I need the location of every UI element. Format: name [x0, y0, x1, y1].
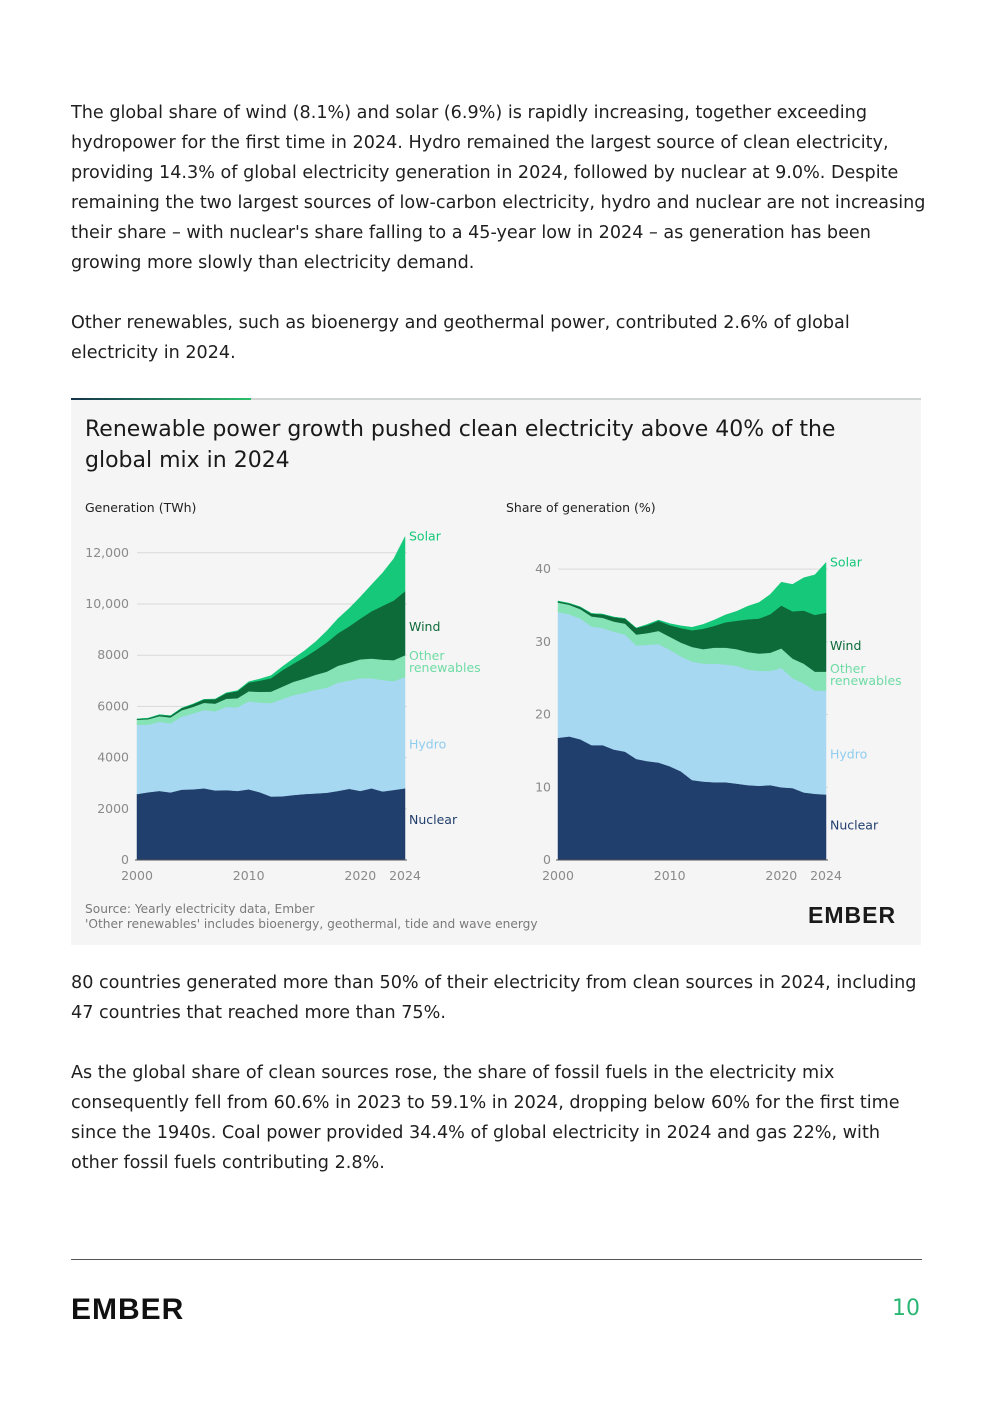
figure-top-rule	[71, 398, 921, 400]
series-label-solar: Solar	[830, 555, 863, 570]
series-label-other-renewables: Other	[830, 661, 866, 676]
y-tick-label: 8000	[97, 647, 129, 662]
series-label-other-renewables: renewables	[409, 660, 481, 675]
figure-top-accent	[71, 398, 251, 401]
series-label-other-renewables: renewables	[830, 673, 902, 688]
y-tick-label: 2000	[97, 801, 129, 816]
y-tick-label: 20	[535, 707, 551, 722]
axis-label-y: Share of generation (%)	[506, 500, 656, 515]
paragraph-wind-solar-share: The global share of wind (8.1%) and sola…	[71, 103, 926, 273]
paragraph-fossil-share: As the global share of clean sources ros…	[71, 1063, 900, 1173]
x-tick-label: 2010	[233, 868, 265, 883]
paragraph-other-renewables: Other renewables, such as bioenergy and …	[71, 313, 850, 363]
series-label-hydro: Hydro	[830, 747, 867, 762]
area-nuclear	[136, 788, 406, 861]
footnote-line: 'Other renewables' includes bioenergy, g…	[85, 917, 538, 931]
y-tick-label: 0	[543, 852, 551, 867]
page-number: 10	[892, 1296, 920, 1321]
figure-source: Source: Yearly electricity data, Ember '…	[85, 902, 538, 932]
footer-logo-text: EMBER	[71, 1295, 184, 1323]
area-solar	[136, 536, 406, 720]
paragraph-countries-clean: 80 countries generated more than 50% of …	[71, 973, 917, 1023]
y-tick-label: 6000	[97, 698, 129, 713]
ember-logo-text: EMBER	[808, 904, 896, 926]
axis-label-y: Generation (TWh)	[85, 500, 196, 515]
area-solar	[557, 561, 827, 631]
series-label-nuclear: Nuclear	[830, 817, 879, 832]
series-label-wind: Wind	[830, 638, 861, 653]
chart-figure: Renewable power growth pushed clean elec…	[71, 400, 921, 945]
x-tick-label: 2020	[344, 868, 376, 883]
charts-svg: Generation (TWh)0200040006000800010,0001…	[85, 500, 902, 883]
y-tick-label: 40	[535, 561, 551, 576]
y-tick-label: 10,000	[85, 596, 129, 611]
series-label-nuclear: Nuclear	[409, 812, 458, 827]
x-tick-label: 2000	[121, 868, 153, 883]
source-line: Source: Yearly electricity data, Ember	[85, 902, 315, 916]
footer-rule	[71, 1259, 922, 1260]
y-tick-label: 4000	[97, 750, 129, 765]
ember-logo-footer: EMBER	[71, 1295, 184, 1323]
x-tick-label: 2024	[389, 868, 421, 883]
y-tick-label: 12,000	[85, 545, 129, 560]
x-tick-label: 2024	[810, 868, 842, 883]
y-tick-label: 0	[121, 852, 129, 867]
figure-title: Renewable power growth pushed clean elec…	[85, 417, 836, 473]
x-tick-label: 2010	[654, 868, 686, 883]
x-tick-label: 2020	[765, 868, 797, 883]
series-label-solar: Solar	[409, 529, 442, 544]
y-tick-label: 10	[535, 779, 551, 794]
series-label-other-renewables: Other	[409, 648, 445, 663]
series-label-wind: Wind	[409, 619, 440, 634]
y-tick-label: 30	[535, 634, 551, 649]
series-label-hydro: Hydro	[409, 737, 446, 752]
ember-logo-small: EMBER	[808, 904, 896, 926]
x-tick-label: 2000	[542, 868, 574, 883]
